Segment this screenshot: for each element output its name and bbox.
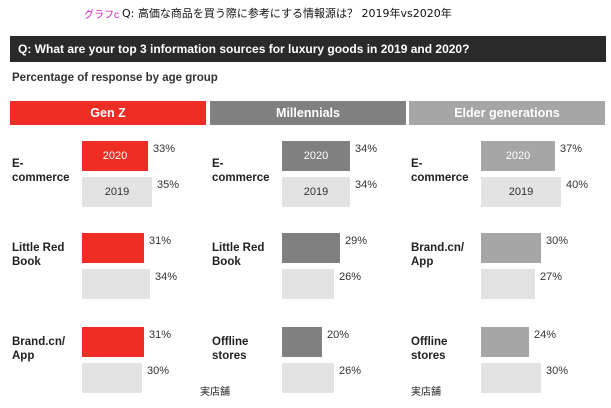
bar-genz-2019: [82, 363, 142, 393]
data-label: 33%: [153, 143, 176, 155]
data-label: 30%: [546, 365, 569, 377]
data-label: 30%: [546, 235, 569, 247]
data-label: 34%: [155, 271, 178, 283]
bar-millennials-2019: [282, 363, 334, 393]
data-label: 35%: [157, 179, 180, 191]
data-label: 26%: [339, 271, 362, 283]
bar-elder-2019: [481, 177, 561, 207]
data-label: 24%: [534, 329, 557, 341]
bar-millennials-2020: [282, 327, 322, 357]
bar-elder-2020: [481, 327, 529, 357]
data-label: 34%: [355, 179, 378, 191]
data-label: 30%: [147, 365, 170, 377]
category-label: Offline stores: [411, 336, 448, 362]
genz-group-header: Gen Z: [10, 101, 206, 125]
series-label-2020: 2020: [505, 150, 531, 162]
category-label: Offline stores: [212, 336, 249, 362]
series-label-2020: 2020: [303, 150, 329, 162]
bar-elder-2020: [481, 233, 541, 263]
annotation-note: 実店舗: [411, 387, 441, 398]
bar-genz-2019: [82, 269, 150, 299]
data-label: 26%: [339, 365, 362, 377]
data-label: 34%: [355, 143, 378, 155]
bar-millennials-2020: [282, 233, 340, 263]
category-label: Little Red Book: [12, 242, 65, 268]
data-label: 27%: [540, 271, 563, 283]
series-label-2019: 2019: [508, 186, 534, 198]
annotation-note: 実店舗: [200, 387, 230, 398]
bar-genz-2020: [82, 327, 144, 357]
category-label: Brand.cn/App: [411, 242, 465, 268]
data-label: 40%: [566, 179, 589, 191]
question-bar: Q: What are your top 3 information sourc…: [10, 36, 606, 62]
bar-millennials-2020: [282, 141, 350, 171]
series-label-2019: 2019: [104, 186, 130, 198]
japanese-title: Q: 高価な商品を買う際に参考にする情報源は？ 2019年vs2020年: [122, 7, 452, 20]
bar-millennials-2019: [282, 177, 350, 207]
category-label: E-commerce: [411, 158, 469, 184]
category-label: E-commerce: [212, 158, 270, 184]
series-label-2020: 2020: [102, 150, 128, 162]
data-label: 31%: [149, 329, 172, 341]
chart-subtitle: Percentage of response by age group: [12, 72, 218, 84]
data-label: 20%: [327, 329, 350, 341]
bar-genz-2020: [82, 233, 144, 263]
category-label: Brand.cn/App: [12, 336, 66, 362]
bar-elder-2020: [481, 141, 555, 171]
data-label: 29%: [345, 235, 368, 247]
bar-elder-2019: [481, 269, 535, 299]
elder-group-header: Elder generations: [409, 101, 605, 125]
data-label: 37%: [560, 143, 583, 155]
data-label: 31%: [149, 235, 172, 247]
figure-label: グラフc: [84, 10, 119, 21]
series-label-2019: 2019: [303, 186, 329, 198]
bar-elder-2019: [481, 363, 541, 393]
category-label: E-commerce: [12, 158, 70, 184]
bar-genz-2020: [82, 141, 148, 171]
bar-genz-2019: [82, 177, 152, 207]
bar-millennials-2019: [282, 269, 334, 299]
millennials-group-header: Millennials: [210, 101, 406, 125]
category-label: Little Red Book: [212, 242, 265, 268]
